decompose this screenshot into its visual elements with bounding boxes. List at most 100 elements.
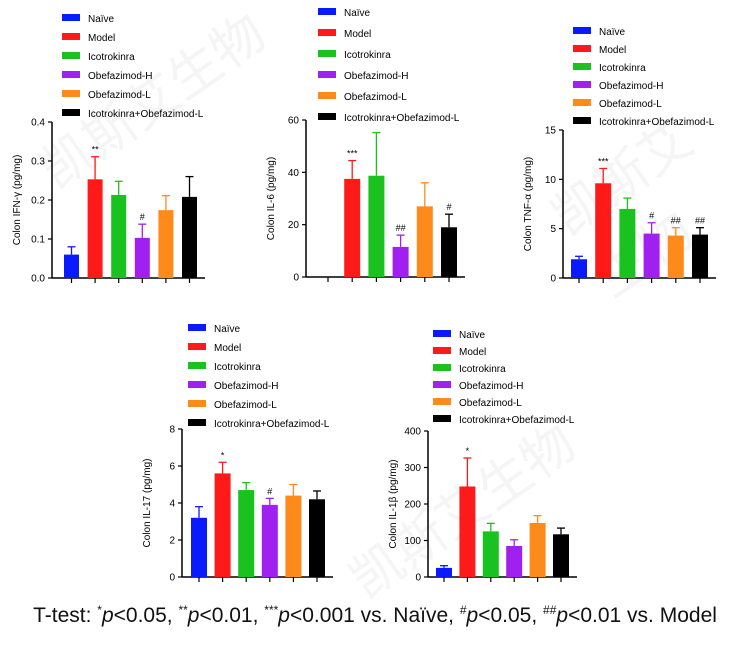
- il17-bar-2: [238, 490, 255, 577]
- il6-bar-1: [344, 178, 361, 277]
- il17-legend-label-0: Naïve: [214, 324, 241, 335]
- footnote-p-1: p: [101, 604, 114, 627]
- il6-y-tick-label-1: 20: [288, 220, 300, 231]
- tnf-bar-2: [619, 208, 636, 278]
- il17-legend-swatch-5: [188, 419, 206, 426]
- il17-legend-label-4: Obefazimod-L: [214, 400, 277, 411]
- il1b-legend-label-2: Icotrokinra: [459, 364, 506, 375]
- footnote-sup-1: *: [97, 603, 102, 617]
- tnf-y-label: Colon TNF-α (pg/mg): [523, 157, 534, 252]
- tnf-y-tick-label-0: 0: [550, 274, 556, 285]
- il6-legend-label-1: Model: [344, 29, 371, 40]
- ifn-y-tick-label-3: 0.3: [31, 157, 45, 168]
- ifn-legend-label-4: Obefazimod-L: [88, 90, 151, 101]
- ifn-legend-label-3: Obefazimod-H: [88, 71, 152, 82]
- tnf-legend-swatch-0: [573, 27, 591, 34]
- il1b-legend-label-0: Naïve: [459, 330, 486, 341]
- tnf-legend-swatch-1: [573, 45, 591, 52]
- il6-legend-swatch-1: [318, 29, 336, 36]
- il1b-annotation-1: *: [466, 446, 470, 456]
- il6-y-tick-label-2: 40: [288, 168, 300, 179]
- il17-legend-swatch-2: [188, 362, 206, 369]
- il1b-y-tick-label-0: 0: [415, 573, 421, 584]
- il1b-legend-label-3: Obefazimod-H: [459, 381, 523, 392]
- ifn-annotation-3: #: [140, 212, 145, 222]
- tnf-annotation-5: ##: [695, 216, 705, 226]
- tnf-bar-5: [692, 234, 708, 278]
- il17-legend-label-5: Icotrokinra+Obefazimod-L: [214, 419, 330, 430]
- il6-bar-2: [368, 175, 385, 277]
- il1b-legend-swatch-1: [433, 347, 451, 354]
- il6-annotation-5: #: [446, 202, 451, 212]
- il17-y-tick-label-1: 2: [169, 536, 175, 547]
- ifn-legend-swatch-5: [62, 109, 80, 116]
- il1b-bar-4: [529, 522, 546, 577]
- tnf-y-tick-label-2: 10: [545, 175, 557, 186]
- il17-y-tick-label-4: 8: [169, 425, 175, 436]
- ifn-y-label: Colon IFN-γ (pg/mg): [12, 155, 23, 246]
- ifn-y-tick-label-2: 0.2: [31, 196, 45, 207]
- il17-legend-swatch-1: [188, 343, 206, 350]
- tnf-legend-swatch-2: [573, 63, 591, 70]
- tnf-bar-1: [595, 183, 612, 278]
- il6-legend-label-4: Obefazimod-L: [344, 92, 407, 103]
- tnf-legend-swatch-4: [573, 99, 591, 106]
- tnf-annotation-4: ##: [671, 216, 681, 226]
- ifn-bar-2: [111, 194, 127, 278]
- ifn-legend-label-2: Icotrokinra: [88, 52, 135, 63]
- il6-legend-swatch-2: [318, 50, 336, 57]
- tnf-annotation-3: #: [649, 211, 654, 221]
- ifn-legend-swatch-3: [62, 71, 80, 78]
- il1b-legend-swatch-0: [433, 330, 451, 337]
- tnf-bar-3: [643, 233, 660, 278]
- il17-legend-label-1: Model: [214, 343, 241, 354]
- il6-legend-swatch-3: [318, 71, 336, 78]
- ifn-y-tick-label-1: 0.1: [31, 235, 45, 246]
- il6-y-label: Colon IL-6 (pg/mg): [266, 157, 277, 240]
- il6-legend-label-0: Naïve: [344, 8, 371, 19]
- footnote-p-4: p: [466, 604, 479, 627]
- ifn-bar-1: [87, 179, 103, 278]
- il6-annotation-3: ##: [396, 223, 406, 233]
- tnf-legend-label-5: Icotrokinra+Obefazimod-L: [599, 117, 715, 128]
- il17-y-label: Colon IL-17 (pg/mg): [142, 459, 153, 548]
- il1b-legend-swatch-2: [433, 364, 451, 371]
- ifn-legend-swatch-0: [62, 14, 80, 21]
- il17-legend-swatch-0: [188, 324, 206, 331]
- ifn-legend-swatch-1: [62, 33, 80, 40]
- il17-legend-swatch-3: [188, 381, 206, 388]
- il6-bar-3: [392, 246, 409, 277]
- il17-bar-3: [261, 504, 278, 577]
- il1b-bar-5: [553, 534, 569, 577]
- il17-legend-label-3: Obefazimod-H: [214, 381, 278, 392]
- il17-annotation-1: *: [221, 450, 225, 460]
- footnote-rest-5: <0.01 vs. Model: [568, 604, 717, 627]
- ifn-legend-label-1: Model: [88, 33, 115, 44]
- ifn-bar-0: [64, 254, 79, 278]
- ifn-legend-label-0: Naïve: [88, 14, 115, 25]
- il17-y-tick-label-3: 6: [169, 462, 175, 473]
- ifn-legend-swatch-2: [62, 52, 80, 59]
- il6-annotation-1: ***: [347, 149, 358, 159]
- footnote-sup-5: ##: [543, 603, 557, 617]
- il1b-y-tick-label-3: 300: [404, 463, 421, 474]
- il1b-y-tick-label-2: 200: [404, 500, 421, 511]
- footnote-p-3: p: [278, 604, 290, 627]
- footnote-p-5: p: [556, 604, 569, 627]
- ifn-y-tick-label-4: 0.4: [31, 118, 45, 129]
- il6-y-tick-label-3: 60: [288, 116, 300, 127]
- il17-annotation-3: #: [267, 486, 272, 496]
- il1b-legend-swatch-4: [433, 398, 451, 405]
- footnote-sup-2: **: [178, 603, 188, 617]
- tnf-legend-label-0: Naïve: [599, 27, 626, 38]
- il1b-y-tick-label-4: 400: [404, 427, 421, 438]
- il6-legend-swatch-0: [318, 8, 336, 15]
- tnf-legend-swatch-5: [573, 117, 591, 124]
- tnf-bar-0: [571, 259, 587, 278]
- tnf-legend-label-1: Model: [599, 45, 626, 56]
- il17-y-tick-label-2: 4: [169, 499, 175, 510]
- il1b-legend-label-1: Model: [459, 347, 486, 358]
- ifn-bar-3: [134, 237, 150, 278]
- tnf-legend-label-2: Icotrokinra: [599, 63, 646, 74]
- il1b-y-tick-label-1: 100: [404, 536, 421, 547]
